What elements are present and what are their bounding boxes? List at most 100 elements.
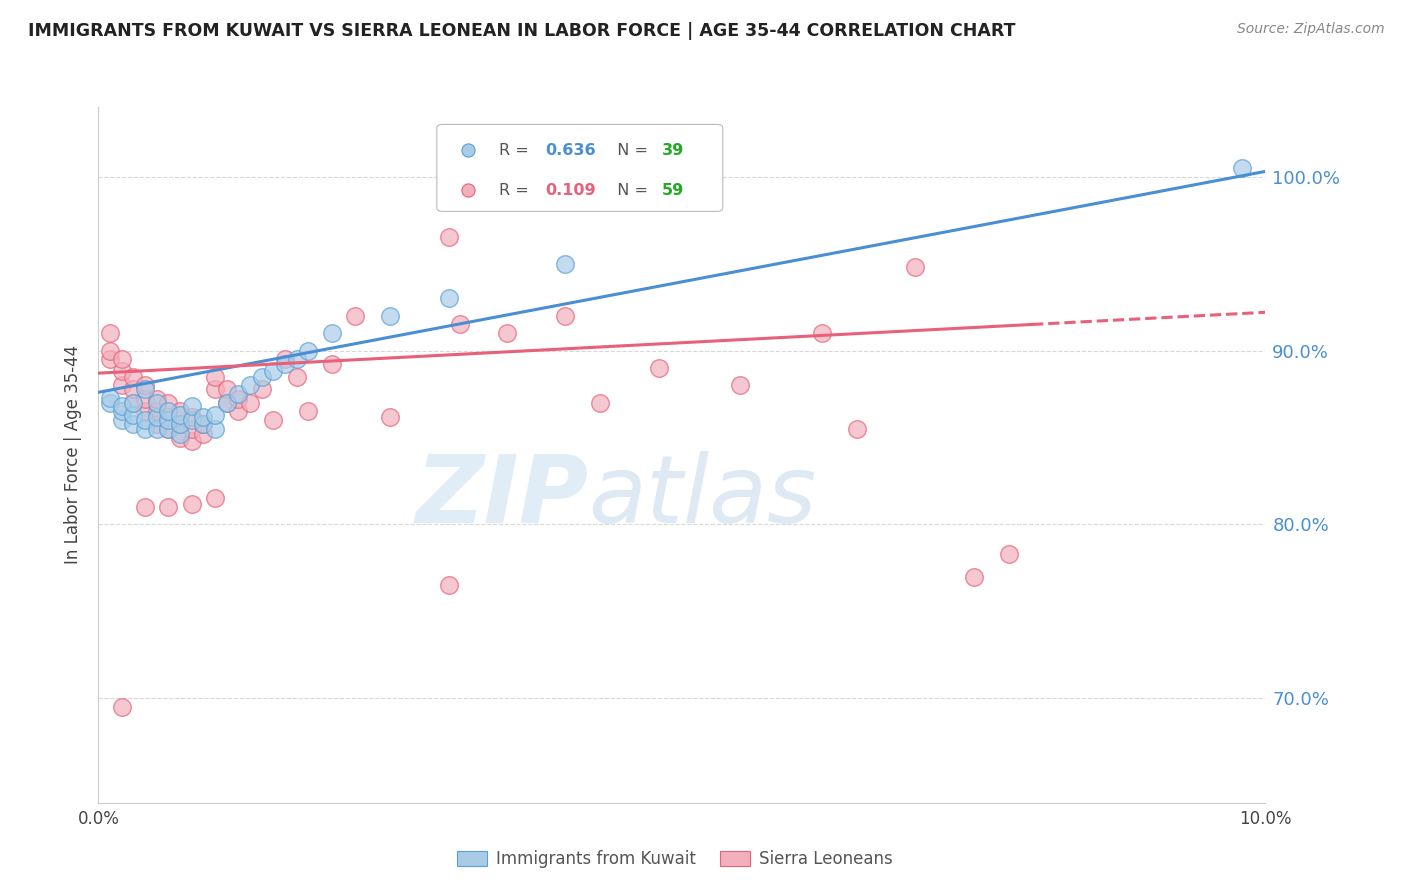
Legend: Immigrants from Kuwait, Sierra Leoneans: Immigrants from Kuwait, Sierra Leoneans [450,844,900,875]
Point [274,358,297,372]
Point [169,431,191,445]
Point [157,396,180,410]
Point [997,547,1019,561]
Point [157,422,180,436]
Point [193,417,215,431]
Point [262,413,284,427]
Point [215,396,238,410]
Point [250,369,273,384]
Point [169,417,191,431]
Point [146,422,169,436]
Point [228,392,250,407]
Point [134,413,156,427]
Point [262,364,284,378]
Point [146,396,169,410]
Text: Source: ZipAtlas.com: Source: ZipAtlas.com [1237,22,1385,37]
Text: ZIP: ZIP [416,450,589,542]
Point [111,399,134,413]
Point [134,382,156,396]
Text: N =: N = [607,183,654,198]
Point [728,378,751,392]
Point [811,326,834,341]
Point [344,309,367,323]
Point [437,291,460,305]
Point [111,413,134,427]
Point [157,500,180,514]
Point [193,427,215,442]
Point [239,378,262,392]
Point [449,318,471,332]
Point [169,408,191,422]
Point [204,382,226,396]
Point [180,434,202,448]
Point [204,422,226,436]
Y-axis label: In Labor Force | Age 35-44: In Labor Force | Age 35-44 [65,345,83,565]
FancyBboxPatch shape [437,124,723,211]
Point [146,392,169,407]
Point [285,369,308,384]
Point [169,427,191,442]
Point [122,382,145,396]
Point [169,417,191,431]
Point [146,409,169,424]
Point [111,700,134,714]
Point [157,409,180,424]
Text: 0.109: 0.109 [546,183,596,198]
Point [378,309,402,323]
Point [122,369,145,384]
Text: 59: 59 [662,183,685,198]
Point [647,361,669,376]
Point [1230,161,1253,175]
Point [215,396,238,410]
Point [204,491,226,506]
Text: N =: N = [607,143,654,158]
Point [98,326,121,341]
Point [157,422,180,436]
Point [285,352,308,367]
Point [554,257,576,271]
Point [98,343,121,358]
Text: R =: R = [499,143,533,158]
Point [554,309,576,323]
Point [589,396,612,410]
Point [193,409,215,424]
Point [180,422,202,436]
Point [204,408,226,422]
Point [250,382,273,396]
Point [904,260,927,274]
Point [962,569,984,583]
Point [437,230,460,244]
Point [111,378,134,392]
Point [378,409,402,424]
Point [228,404,250,418]
Point [134,392,156,407]
Point [146,417,169,431]
Point [321,326,343,341]
Point [122,396,145,410]
Point [98,391,121,405]
Point [239,396,262,410]
Point [180,409,202,424]
Point [98,396,121,410]
Point [437,578,460,592]
Point [122,396,145,410]
Text: 0.636: 0.636 [546,143,596,158]
Point [134,422,156,436]
Point [111,364,134,378]
Point [98,352,121,367]
Point [180,497,202,511]
Point [180,413,202,427]
Point [146,404,169,418]
Point [215,382,238,396]
Text: atlas: atlas [589,451,817,542]
Point [111,404,134,418]
Point [845,422,868,436]
Point [180,399,202,413]
Text: IMMIGRANTS FROM KUWAIT VS SIERRA LEONEAN IN LABOR FORCE | AGE 35-44 CORRELATION : IMMIGRANTS FROM KUWAIT VS SIERRA LEONEAN… [28,22,1015,40]
Point [274,352,297,367]
Text: R =: R = [499,183,533,198]
Point [134,500,156,514]
Point [228,387,250,401]
Point [495,326,517,341]
Point [297,404,319,418]
